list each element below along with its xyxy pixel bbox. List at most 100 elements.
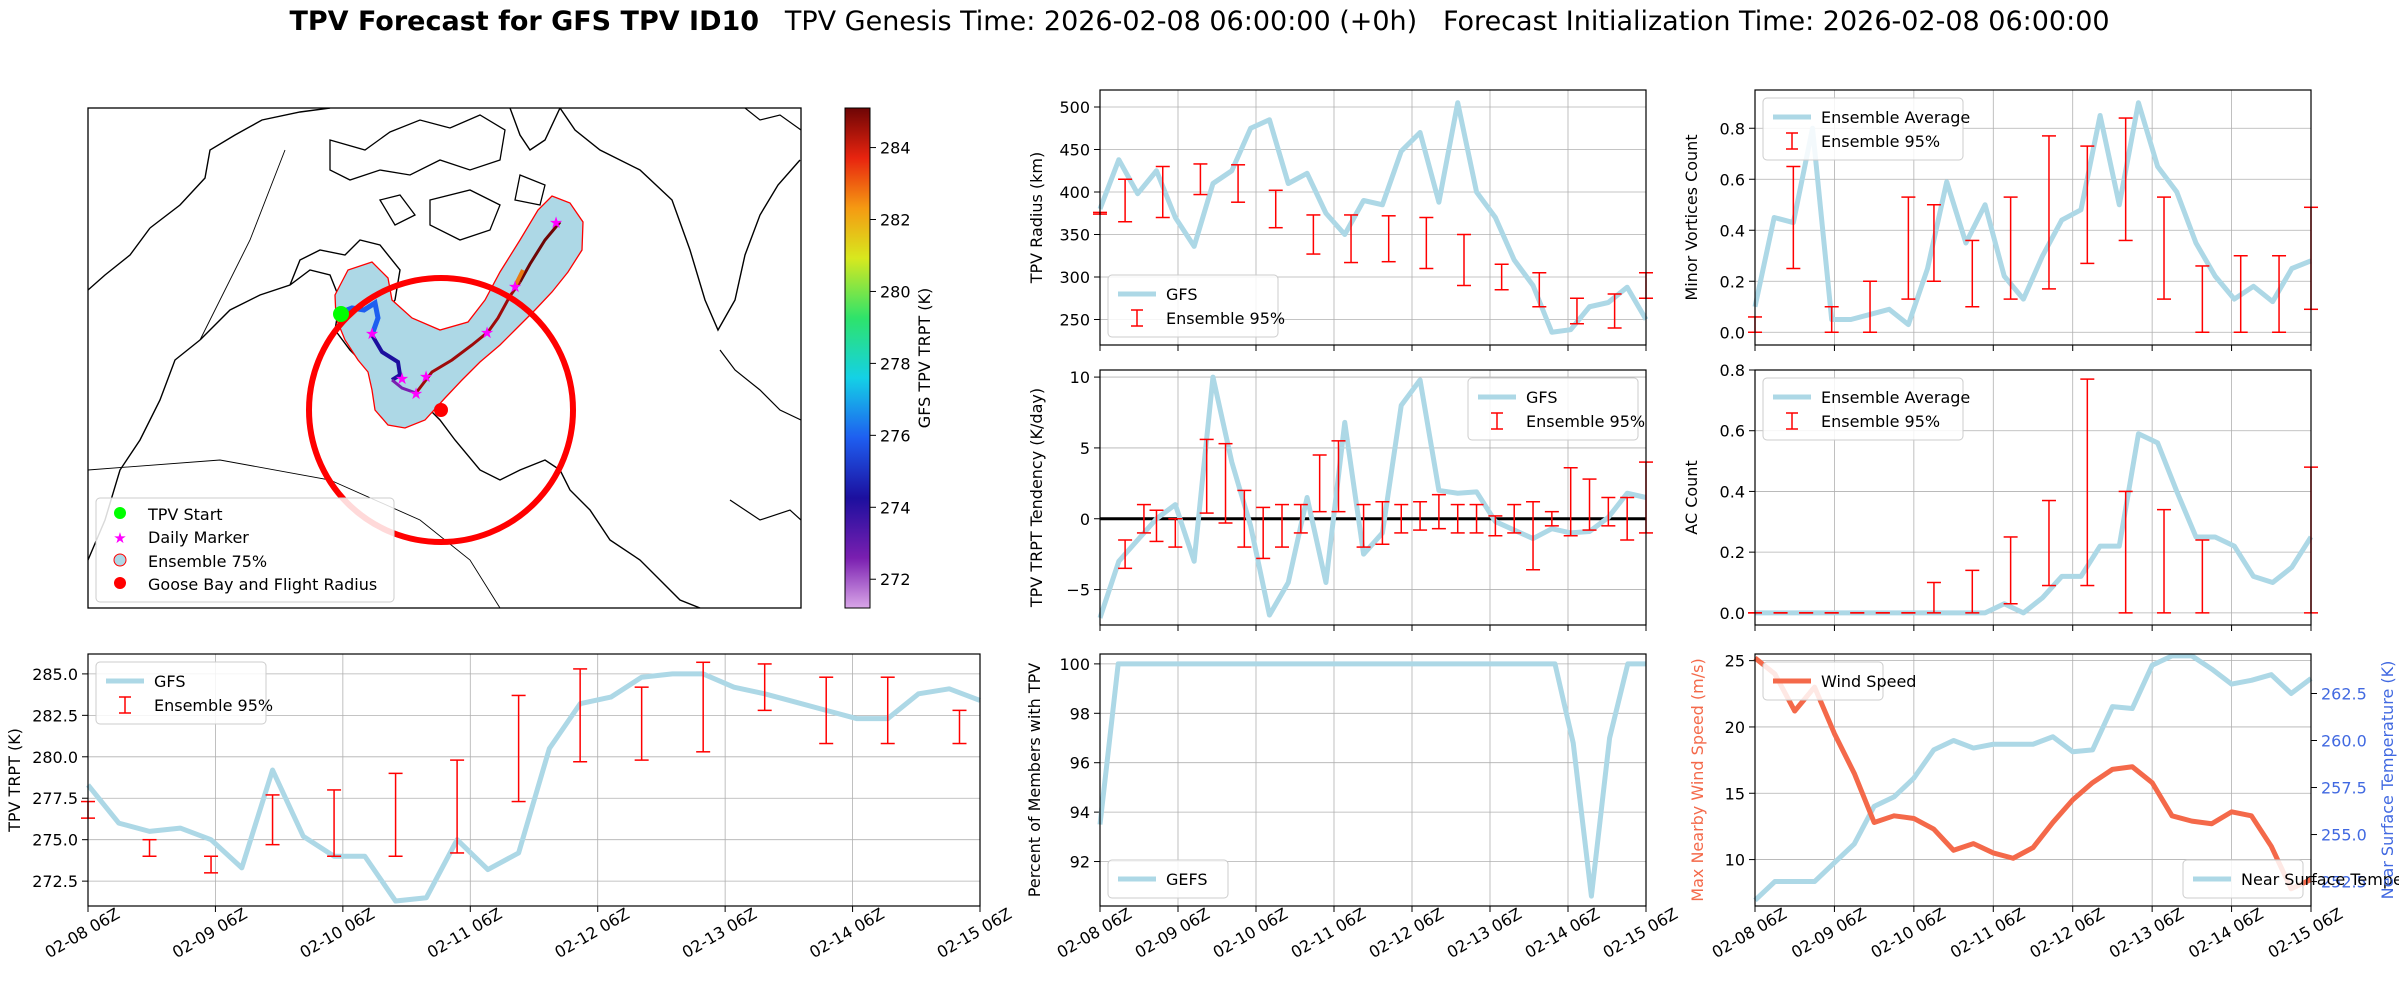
- error-bar: [1532, 272, 1547, 308]
- daily-marker: ★: [409, 384, 423, 403]
- error-bar: [1965, 569, 1980, 614]
- error-bar: [1431, 493, 1446, 530]
- error-bar: [696, 661, 711, 753]
- gfs-series: [1755, 431, 2314, 616]
- x-tick-label: 02-09 06Z: [1788, 904, 1869, 962]
- x-tick-label: 02-08 06Z: [42, 904, 123, 962]
- gfs-series: [1097, 100, 1649, 335]
- wind-speed-series: [1753, 656, 2313, 892]
- error-bar: [1118, 539, 1133, 570]
- error-bar: [1306, 214, 1321, 255]
- error-bar: [1394, 503, 1409, 534]
- error-bar: [450, 759, 465, 854]
- chart-legend-box: [95, 661, 267, 725]
- error-bar: [1168, 518, 1183, 548]
- error-bar: [1375, 501, 1390, 545]
- error-bar: [1199, 438, 1214, 514]
- chart-legend-box: [1762, 97, 1964, 161]
- error-bar: [1268, 189, 1283, 229]
- error-bar: [1356, 503, 1371, 548]
- x-tick-label: 02-11 06Z: [1288, 904, 1369, 962]
- error-bar: [1457, 233, 1471, 287]
- error-bar: [1419, 216, 1434, 270]
- y2-tick-label: 262.5: [2321, 684, 2367, 703]
- y-axis-label: TPV TRPT (K): [5, 728, 24, 833]
- error-bar: [1193, 163, 1208, 196]
- daily-markers: ★ ★ ★ ★ ★ ★ ★: [365, 213, 563, 403]
- error-bar: [2157, 196, 2172, 300]
- colorbar-tick-label: 280: [880, 282, 911, 301]
- chart-legend: Ensemble Average Ensemble 95%: [1762, 97, 1970, 161]
- tpv-track-segment-2: [370, 333, 403, 382]
- flight-radius-circle: [306, 275, 576, 545]
- y-tick-label: 20: [1725, 718, 1745, 737]
- y-tick-label: 500: [1059, 98, 1090, 117]
- error-bar: [1469, 503, 1484, 534]
- chart-legend-box: [1467, 377, 1639, 441]
- y-tick-label: 250: [1059, 311, 1090, 330]
- y-tick-label: 0: [1080, 510, 1090, 529]
- coastline-arctic-islands: [329, 114, 546, 241]
- colorbar-tick-label: 272: [880, 570, 911, 589]
- y-tick-label: 0.8: [1720, 119, 1745, 138]
- x-tick-label: 02-15 06Z: [934, 904, 1015, 962]
- title-init: Forecast Initialization Time: 2026-02-08…: [1442, 6, 2110, 37]
- daily-marker: ★: [365, 324, 379, 343]
- y-tick-label: 15: [1725, 784, 1745, 803]
- error-bar: [2118, 117, 2133, 242]
- error-bar: [880, 676, 895, 745]
- chart-legend: Near Surface Temperature: [2182, 859, 2399, 899]
- chart-legend-label: Ensemble 95%: [1166, 309, 1285, 328]
- error-bar: [1601, 496, 1616, 527]
- tpv-track-segment-1: [341, 298, 381, 336]
- x-tick-label: 02-13 06Z: [1444, 904, 1525, 962]
- y-tick-label: −5: [1066, 581, 1090, 600]
- error-bar: [1136, 503, 1151, 534]
- error-bar: [634, 686, 649, 761]
- error-bar: [2272, 255, 2287, 333]
- colorbar-tick-label: 282: [880, 211, 911, 230]
- error-bar: [1450, 503, 1465, 534]
- tpv-track-segment-5: [518, 221, 562, 283]
- chart-legend-box: [2182, 859, 2304, 899]
- chart-legend-label: Ensemble Average: [1821, 108, 1970, 127]
- y-tick-label: 350: [1059, 226, 1090, 245]
- x-tick-label: 02-10 06Z: [1210, 904, 1291, 962]
- x-tick-label: 02-09 06Z: [1132, 904, 1213, 962]
- error-bar: [1275, 503, 1289, 548]
- chart-legend-label: Ensemble 95%: [1526, 412, 1645, 431]
- error-bar: [1293, 503, 1308, 534]
- map-legend-ensemble: Ensemble 75%: [148, 552, 267, 571]
- error-bar: [1218, 442, 1233, 524]
- error-bar: [1507, 503, 1522, 534]
- chart-legend: GFS Ensemble 95%: [1467, 377, 1645, 441]
- plot-frame: [1754, 653, 2312, 907]
- error-bar: [2003, 196, 2018, 300]
- x-tick-label: 02-13 06Z: [2106, 904, 2187, 962]
- x-tick-label: 02-09 06Z: [169, 904, 250, 962]
- y-tick-label: 285.0: [32, 665, 78, 684]
- error-bar: [1237, 489, 1252, 548]
- error-bar: [1965, 239, 1980, 308]
- y-tick-label: 0.2: [1720, 543, 1745, 562]
- x-tick-label: 02-15 06Z: [2265, 904, 2346, 962]
- y-tick-label: 98: [1070, 704, 1090, 723]
- y-tick-label: 96: [1070, 754, 1090, 773]
- chart-legend-box: [1107, 859, 1229, 899]
- y-tick-label: 0.2: [1720, 272, 1745, 291]
- error-bar: [2041, 499, 2056, 587]
- y2-tick-label: 257.5: [2321, 779, 2367, 798]
- x-tick-label: 02-11 06Z: [1947, 904, 2028, 962]
- y-tick-label: 0.6: [1720, 422, 1745, 441]
- plot-frame: [1099, 653, 1647, 907]
- colorbar-tick-label: 278: [880, 354, 911, 373]
- y-tick-label: 94: [1070, 803, 1090, 822]
- y-axis-label: TPV TRPT Tendency (K/day): [1027, 388, 1046, 608]
- y-tick-label: 0.6: [1720, 170, 1745, 189]
- map-legend-box: [95, 497, 395, 603]
- figure-title: TPV Forecast for GFS TPV ID10 TPV Genesi…: [0, 6, 2399, 37]
